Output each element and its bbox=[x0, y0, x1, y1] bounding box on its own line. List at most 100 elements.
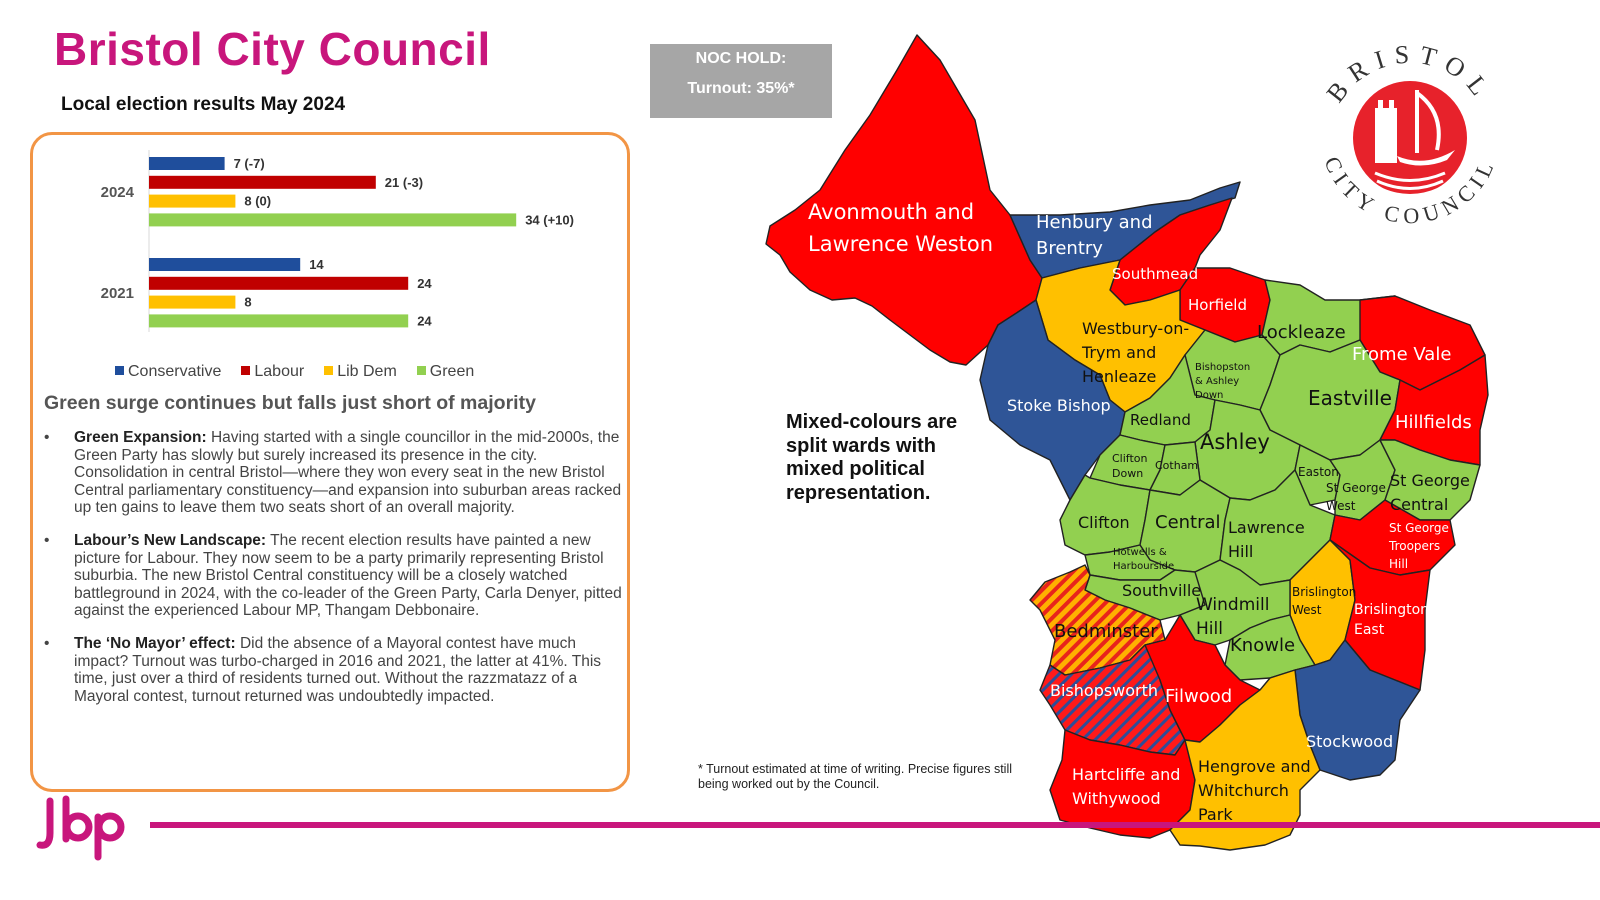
legend-item-libdem: Lib Dem bbox=[324, 363, 397, 381]
bar-value-label: 21 (-3) bbox=[385, 175, 423, 190]
ward-label: Hillfields bbox=[1395, 412, 1472, 433]
ward-label: Hartcliffe and bbox=[1072, 765, 1180, 784]
turnout-value: Turnout: 35%* bbox=[687, 80, 795, 97]
ward-label: Windmill bbox=[1196, 595, 1269, 615]
ward-label: Withywood bbox=[1072, 789, 1161, 808]
legend-swatch-icon bbox=[416, 366, 426, 375]
ward-label: Ashley bbox=[1200, 430, 1270, 454]
legend-label: Conservative bbox=[128, 363, 222, 380]
legend-item-labour: Labour bbox=[241, 363, 304, 381]
bar-value-label: 14 bbox=[309, 257, 324, 272]
legend-swatch-icon bbox=[241, 366, 251, 375]
legend-label: Green bbox=[429, 363, 475, 380]
legend-item-conservative: Conservative bbox=[115, 363, 221, 381]
ward-label: Cotham bbox=[1155, 459, 1198, 472]
ward-label: East bbox=[1354, 622, 1385, 638]
ward-label: Central bbox=[1390, 495, 1448, 514]
ward-st-george-central bbox=[1379, 439, 1481, 521]
ward-label: Clifton bbox=[1112, 452, 1148, 465]
legend-item-green: Green bbox=[416, 363, 475, 381]
ward-label: Redland bbox=[1130, 411, 1191, 429]
ward-label: Knowle bbox=[1230, 635, 1295, 656]
bar-lib-dem-2021 bbox=[149, 295, 236, 309]
ward-label: Brislington bbox=[1292, 585, 1356, 599]
ward-label: Bishopston bbox=[1195, 362, 1250, 373]
bar-value-label: 24 bbox=[417, 313, 432, 328]
bar-value-label: 8 (0) bbox=[244, 194, 271, 209]
ward-label: West bbox=[1326, 499, 1356, 513]
bullet-dot-icon: • bbox=[44, 429, 50, 446]
results-panel bbox=[30, 132, 630, 792]
legend-label: Lib Dem bbox=[337, 363, 397, 380]
ward-label: Westbury-on- bbox=[1082, 319, 1189, 338]
noc-status: NOC HOLD: bbox=[695, 50, 787, 67]
ward-label: Stockwood bbox=[1306, 732, 1393, 751]
ward-label: Down bbox=[1112, 467, 1143, 480]
ward-label: Trym and bbox=[1081, 343, 1156, 362]
category-label: 2021 bbox=[101, 285, 134, 302]
ward-label: & Ashley bbox=[1195, 376, 1239, 387]
bullet-title: The ‘No Mayor’ effect: bbox=[74, 634, 236, 652]
ward-label: Park bbox=[1198, 805, 1233, 824]
ward-label: Frome Vale bbox=[1352, 344, 1451, 365]
footer-rule bbox=[150, 822, 1600, 828]
analysis-headline: Green surge continues but falls just sho… bbox=[44, 392, 536, 414]
ward-label: Central bbox=[1155, 512, 1221, 533]
category-label: 2024 bbox=[101, 184, 135, 201]
bullet-green-expansion: • Green Expansion: Having started with a … bbox=[44, 429, 628, 517]
logo-seal-icon bbox=[1353, 81, 1467, 195]
ward-label: Brentry bbox=[1036, 238, 1103, 259]
bristol-council-logo: BRISTOL CITY COUNCIL bbox=[1319, 40, 1494, 229]
turnout-footnote: * Turnout estimated at time of writing. … bbox=[698, 762, 1013, 791]
bullet-dot-icon: • bbox=[44, 634, 50, 652]
ward-label: Easton bbox=[1298, 465, 1339, 479]
ward-label: Lawrence bbox=[1228, 518, 1305, 537]
ward-label: Hill bbox=[1196, 619, 1223, 639]
ward-label: Filwood bbox=[1165, 686, 1232, 707]
bar-value-label: 7 (-7) bbox=[234, 156, 265, 171]
ward-label: Hotwells & bbox=[1113, 547, 1167, 558]
bar-value-label: 8 bbox=[244, 295, 251, 310]
ward-label: Horfield bbox=[1188, 296, 1247, 314]
bar-conservative-2021 bbox=[149, 258, 301, 271]
mixed-colour-note: Mixed-colours are split wards with mixed… bbox=[786, 411, 958, 504]
ward-label: Harbourside bbox=[1113, 561, 1174, 572]
bullet-text: Having started with a single councillor … bbox=[74, 429, 622, 517]
ward-label: Down bbox=[1195, 390, 1223, 401]
ward-label: Clifton bbox=[1078, 513, 1130, 532]
ward-hengrove bbox=[1169, 669, 1321, 851]
ward-bedminster bbox=[1029, 564, 1166, 676]
ward-label: Brislington bbox=[1354, 602, 1429, 618]
bar-green-2024 bbox=[149, 213, 517, 227]
ward-label: Eastville bbox=[1308, 386, 1392, 410]
ward-label: Stoke Bishop bbox=[1007, 396, 1111, 415]
bar-labour-2021 bbox=[149, 276, 409, 290]
ward-label: Henleaze bbox=[1082, 367, 1156, 386]
page-subtitle: Local election results May 2024 bbox=[61, 94, 346, 115]
ward-label: Troopers bbox=[1388, 539, 1440, 553]
analysis-bullets: • Green Expansion: Having started with a … bbox=[44, 429, 628, 720]
ward-label: Southmead bbox=[1112, 265, 1198, 283]
ward-label: Hill bbox=[1389, 557, 1408, 571]
bar-value-label: 24 bbox=[417, 276, 432, 291]
bar-green-2021 bbox=[149, 314, 409, 328]
bullet-no-mayor: • The ‘No Mayor’ effect: Did the absence … bbox=[44, 635, 628, 705]
bar-lib-dem-2024 bbox=[149, 194, 236, 208]
bar-value-label: 34 (+10) bbox=[525, 212, 574, 227]
ward-label: Southville bbox=[1122, 581, 1201, 600]
ward-label: Avonmouth and bbox=[808, 200, 974, 224]
bullet-text: The recent election results have painted… bbox=[74, 531, 622, 620]
ward-label: Lawrence Weston bbox=[808, 232, 993, 256]
ward-label: Hengrove and bbox=[1198, 757, 1311, 776]
ward-label: Bedminster bbox=[1054, 621, 1158, 642]
ward-label: Lockleaze bbox=[1257, 322, 1346, 343]
bar-labour-2024 bbox=[149, 175, 376, 189]
noc-hold-box: NOC HOLD: Turnout: 35%* bbox=[650, 44, 832, 118]
ward-label: Whitchurch bbox=[1198, 781, 1289, 800]
bullet-dot-icon: • bbox=[44, 531, 50, 549]
bar-conservative-2024 bbox=[149, 157, 225, 170]
legend-swatch-icon bbox=[115, 366, 124, 375]
chart-legend: Conservative Labour Lib Dem Green bbox=[115, 363, 474, 381]
